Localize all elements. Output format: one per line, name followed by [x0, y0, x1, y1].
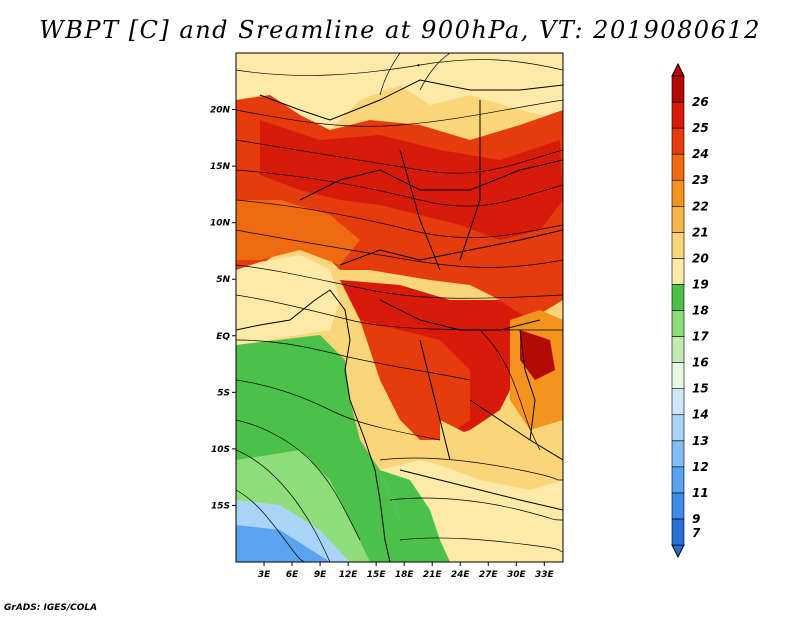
colorbar: 79 11 12 13 14 15 16 17 18 19 20 21 22 23 24 25 26 [671, 62, 709, 559]
colorbar-segment [671, 362, 685, 389]
colorbar-segment [671, 492, 685, 520]
colorbar-label: 18 [692, 304, 709, 318]
colorbar-segment [671, 440, 685, 468]
colorbar-segment [671, 336, 685, 363]
lon-tick-label: 21E [423, 570, 443, 580]
longitude-axis: 3E 6E 9E 12E 15E 18E 21E 24E 27E 30E 33E [258, 562, 555, 580]
colorbar-label: 25 [692, 121, 709, 135]
colorbar-segment [671, 388, 685, 416]
colorbar-label: 9 [692, 512, 700, 526]
colorbar-label: 14 [692, 408, 709, 422]
lat-tick-label: 5S [217, 388, 230, 398]
colorbar-segment [671, 466, 685, 494]
lon-tick-label: 24E [451, 570, 471, 580]
colorbar-label: 24 [692, 147, 709, 161]
colorbar-segment [671, 75, 685, 103]
colorbar-label: 22 [692, 199, 709, 213]
lon-tick-label: 30E [507, 570, 527, 580]
lon-tick-label: 18E [395, 570, 415, 580]
lat-tick-label: EQ [216, 332, 230, 342]
lat-tick-label: 10S [211, 445, 230, 455]
colorbar-label: 12 [692, 460, 709, 474]
latitude-axis: 20N 15N 10N 5N EQ 5S 10S 15S [210, 106, 236, 511]
colorbar-segment [671, 153, 685, 181]
country-borders [236, 79, 563, 562]
colorbar-segment [671, 310, 685, 337]
colorbar-label: 15 [692, 382, 709, 396]
map-title: WBPT [C] and Sreamline at 900hPa, VT: 20… [39, 16, 761, 44]
colorbar-segment [671, 414, 685, 442]
colorbar-label: 17 [692, 330, 709, 344]
colorbar-label: 13 [692, 434, 709, 448]
lon-tick-label: 15E [367, 570, 387, 580]
grads-credit: GrADS: IGES/COLA [4, 603, 98, 613]
colorbar-segment [671, 284, 685, 311]
colorbar-low-arrow [671, 544, 685, 559]
lat-tick-label: 15S [211, 501, 230, 511]
lat-tick-label: 10N [210, 219, 231, 229]
colorbar-label: 19 [692, 277, 709, 291]
lon-tick-label: 27E [479, 570, 499, 580]
lon-tick-label: 12E [339, 570, 359, 580]
map-frame [235, 52, 564, 563]
colorbar-segment [671, 101, 685, 129]
colorbar-label: 21 [692, 225, 709, 239]
colorbar-label: 11 [692, 486, 709, 500]
colorbar-label: 23 [692, 173, 709, 187]
lat-tick-label: 20N [210, 106, 231, 116]
colorbar-segment [671, 179, 685, 207]
colorbar-label: 20 [692, 251, 709, 265]
colorbar-segment [671, 205, 685, 233]
colorbar-segment [671, 232, 685, 259]
colorbar-label: 16 [692, 356, 709, 370]
lon-tick-label: 33E [535, 570, 555, 580]
wbpt-field [236, 53, 563, 562]
colorbar-label: 26 [692, 95, 709, 109]
lon-tick-label: 9E [314, 570, 327, 580]
streamlines [236, 53, 563, 562]
colorbar-segment [671, 127, 685, 155]
lon-tick-label: 3E [258, 570, 271, 580]
lat-tick-label: 15N [210, 162, 231, 172]
colorbar-high-arrow [671, 62, 685, 77]
lat-tick-label: 5N [216, 275, 230, 285]
colorbar-label: 7 [692, 526, 701, 540]
colorbar-segment [671, 258, 685, 285]
colorbar-segment [671, 518, 685, 546]
lon-tick-label: 6E [286, 570, 299, 580]
